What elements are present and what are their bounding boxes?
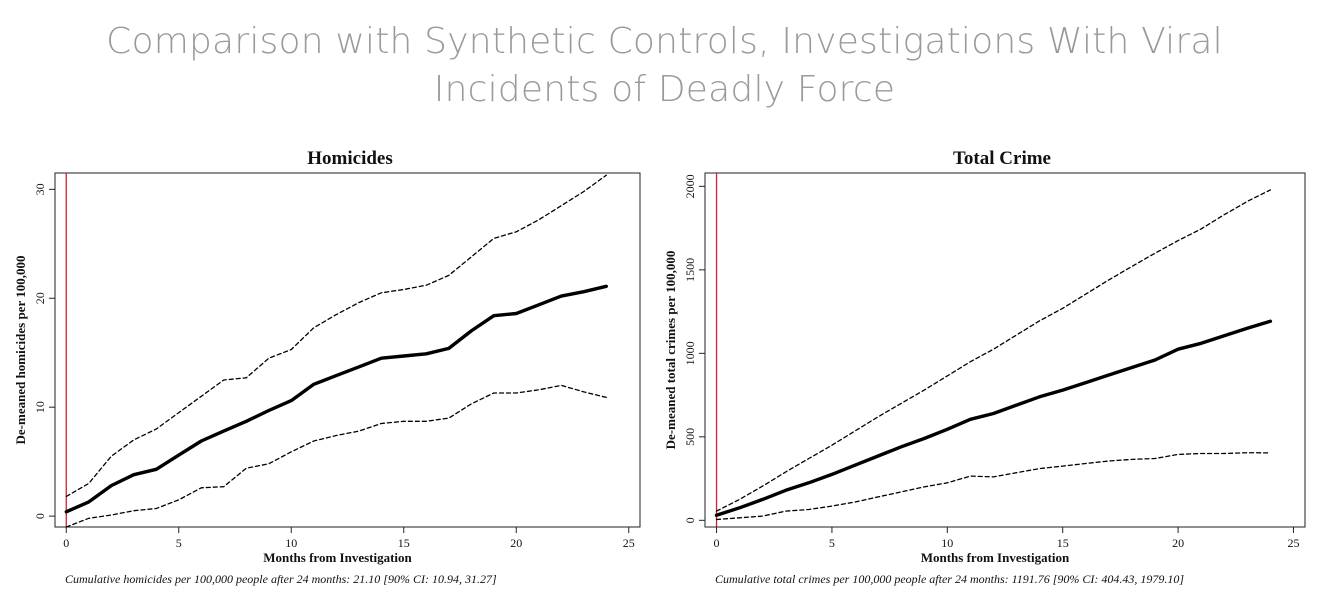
x-tick-label: 20 <box>1172 536 1184 550</box>
y-tick-label: 30 <box>33 183 47 195</box>
ci-lower-line <box>65 384 607 528</box>
chart-caption: Cumulative homicides per 100,000 people … <box>65 572 497 586</box>
x-tick-label: 10 <box>285 536 297 550</box>
estimate-line <box>64 284 608 514</box>
estimate-line <box>714 319 1273 517</box>
x-tick-label: 20 <box>510 536 522 550</box>
x-tick-label: 5 <box>176 536 182 550</box>
x-tick-label: 25 <box>1287 536 1299 550</box>
x-axis-label: Months from Investigation <box>921 550 1070 565</box>
chart-title: Total Crime <box>953 148 1051 169</box>
y-tick-label: 1500 <box>683 258 697 282</box>
x-tick-label: 5 <box>829 536 835 550</box>
x-tick-label: 0 <box>63 536 69 550</box>
chart-caption: Cumulative total crimes per 100,000 peop… <box>715 572 1184 586</box>
y-tick-label: 0 <box>33 513 47 519</box>
slide-title: Comparison with Synthetic Controls, Inve… <box>0 18 1329 114</box>
y-tick-label: 0 <box>683 517 697 523</box>
total-crime-chart: Total Crime 0 5 10 15 20 25 0 500 1000 1500 2000 Mon… <box>663 148 1306 586</box>
y-tick-label: 2000 <box>683 174 697 198</box>
chart-title: Homicides <box>307 148 393 169</box>
y-tick-label: 10 <box>33 401 47 413</box>
ci-upper-line <box>65 174 607 498</box>
y-tick-label: 1000 <box>683 341 697 365</box>
x-axis-label: Months from Investigation <box>263 550 412 565</box>
x-tick-label: 15 <box>1057 536 1069 550</box>
x-tick-label: 10 <box>941 536 953 550</box>
homicides-chart: Homicides 0 5 10 15 20 25 0 10 20 30 Months from In… <box>13 148 641 586</box>
y-axis-label: De-meaned homicides per 100,000 <box>13 256 28 445</box>
x-tick-label: 15 <box>398 536 410 550</box>
ci-upper-line <box>715 189 1272 512</box>
plot-frame <box>54 172 641 528</box>
y-axis-label: De-meaned total crimes per 100,000 <box>663 251 678 450</box>
x-tick-label: 0 <box>714 536 720 550</box>
plot-frame <box>704 172 1306 528</box>
slide-title-line-1: Comparison with Synthetic Controls, Inve… <box>106 21 1223 62</box>
slide-title-line-2: Incidents of Deadly Force <box>433 69 896 110</box>
x-tick-label: 25 <box>623 536 635 550</box>
y-tick-label: 20 <box>33 292 47 304</box>
ci-lower-line <box>715 452 1272 521</box>
y-tick-label: 500 <box>683 428 697 446</box>
